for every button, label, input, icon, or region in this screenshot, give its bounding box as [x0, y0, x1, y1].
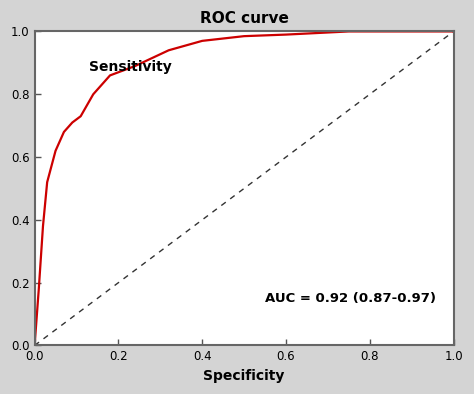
X-axis label: Specificity: Specificity	[203, 369, 285, 383]
Title: ROC curve: ROC curve	[200, 11, 289, 26]
Text: Sensitivity: Sensitivity	[89, 60, 172, 74]
Text: AUC = 0.92 (0.87-0.97): AUC = 0.92 (0.87-0.97)	[265, 292, 436, 305]
